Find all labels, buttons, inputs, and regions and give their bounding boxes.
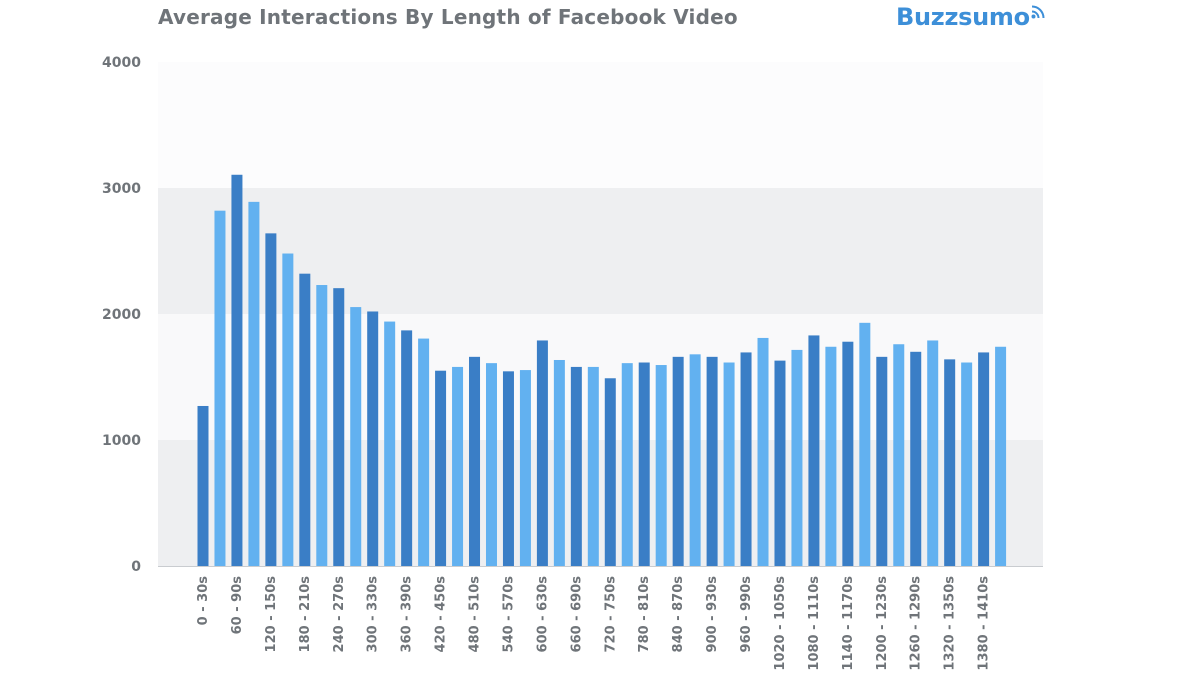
bar: [316, 285, 328, 566]
x-tick-label: 1020 - 1050s: [773, 576, 788, 671]
y-tick-label: 0: [131, 559, 141, 575]
bar: [536, 340, 548, 566]
chart-title: Average Interactions By Length of Facebo…: [158, 5, 738, 29]
x-tick-label: 360 - 390s: [400, 576, 415, 653]
bars: [197, 174, 1007, 567]
bar: [808, 335, 820, 566]
bar: [452, 366, 464, 566]
bar: [638, 362, 650, 566]
bar: [961, 362, 973, 566]
bar: [265, 233, 277, 567]
grid-band: [158, 62, 1043, 188]
bar: [740, 352, 752, 566]
bar: [333, 288, 345, 566]
x-tick-label: 900 - 930s: [705, 576, 720, 653]
bar: [604, 378, 616, 566]
x-tick-label: 1320 - 1350s: [943, 576, 958, 671]
y-tick-label: 4000: [102, 55, 141, 71]
bar: [672, 356, 684, 566]
bar: [791, 349, 803, 566]
bar: [367, 311, 379, 566]
x-tick-label: 180 - 210s: [298, 576, 313, 653]
bar: [893, 344, 905, 566]
x-tick-label: 0 - 30s: [196, 576, 211, 626]
bar: [910, 351, 922, 566]
x-axis-ticks: 0 - 30s 60 - 90s 120 - 150s 180 - 210s 240 -…: [196, 576, 992, 671]
x-tick-label: 120 - 150s: [264, 576, 279, 653]
bar: [519, 370, 531, 566]
bar: [350, 307, 362, 566]
bar: [978, 352, 990, 566]
x-tick-label: 600 - 630s: [535, 576, 550, 653]
x-tick-label: 1260 - 1290s: [909, 576, 924, 671]
rss-signal-icon: [1031, 5, 1045, 19]
y-tick-label: 2000: [102, 307, 141, 323]
x-tick-label: 1380 - 1410s: [977, 576, 992, 671]
bar: [553, 359, 565, 566]
brand-name: Buzzsumo: [896, 3, 1030, 31]
bar: [944, 359, 956, 566]
bar: [723, 362, 735, 566]
bar: [689, 354, 701, 566]
buzzsumo-logo: Buzzsumo: [896, 0, 1045, 34]
x-tick-label: 540 - 570s: [501, 576, 516, 653]
bar: [502, 371, 514, 566]
x-tick-label: 720 - 750s: [603, 576, 618, 653]
bar: [299, 273, 311, 566]
x-tick-label: 660 - 690s: [569, 576, 584, 653]
x-tick-label: 960 - 990s: [739, 576, 754, 653]
bar: [469, 356, 481, 566]
bar: [706, 356, 718, 566]
bar: [757, 337, 769, 566]
x-tick-label: 300 - 330s: [366, 576, 381, 653]
bar: [248, 201, 260, 567]
bar: [927, 340, 939, 566]
bar: [418, 338, 430, 566]
x-tick-label: 840 - 870s: [671, 576, 686, 653]
bar: [214, 210, 226, 566]
x-tick-label: 420 - 450s: [434, 576, 449, 653]
x-tick-label: 780 - 810s: [637, 576, 652, 653]
bar: [995, 346, 1007, 566]
y-tick-label: 1000: [102, 433, 141, 449]
y-axis-ticks: 0 1000 2000 3000 4000: [102, 55, 141, 575]
bar: [435, 370, 447, 566]
bar: [587, 366, 599, 566]
bar: [485, 363, 497, 566]
bar: [282, 253, 294, 566]
bar: [859, 322, 871, 566]
bar: [384, 321, 396, 566]
bar: [231, 174, 243, 566]
x-tick-label: 60 - 90s: [230, 576, 245, 635]
x-tick-label: 480 - 510s: [468, 576, 483, 653]
bar: [197, 405, 209, 566]
y-tick-label: 3000: [102, 181, 141, 197]
x-tick-label: 240 - 270s: [332, 576, 347, 653]
bar: [876, 356, 888, 566]
bar: [655, 365, 667, 566]
bar: [570, 366, 582, 566]
bar: [825, 346, 837, 566]
x-tick-label: 1200 - 1230s: [875, 576, 890, 671]
bar: [401, 330, 413, 566]
x-tick-label: 1080 - 1110s: [807, 576, 822, 671]
bar: [774, 360, 786, 566]
bar: [621, 363, 633, 566]
x-tick-label: 1140 - 1170s: [841, 576, 856, 671]
bar: [842, 341, 854, 566]
